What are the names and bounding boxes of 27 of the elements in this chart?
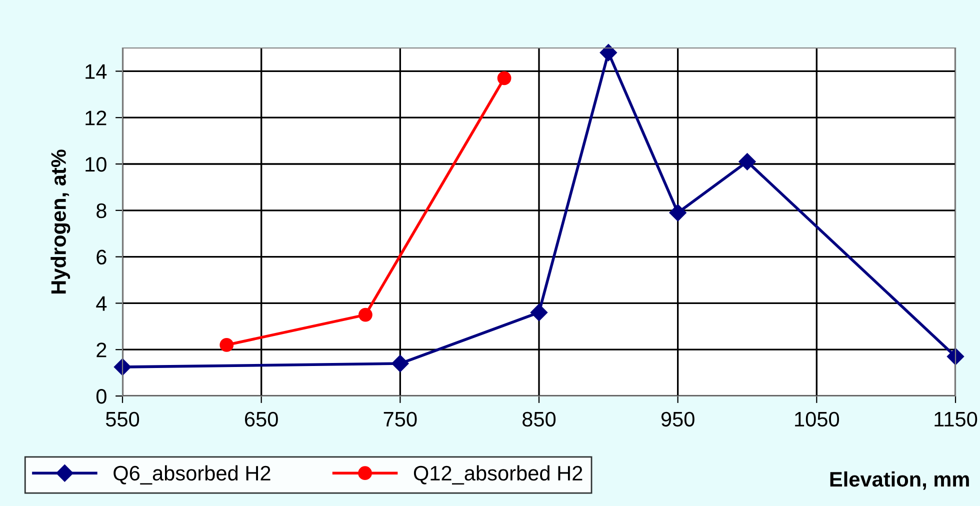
x-tick-label: 750	[384, 412, 417, 427]
y-tick-label: 2	[96, 342, 106, 358]
y-tick-label: 0	[96, 389, 106, 404]
legend-label: Q6_absorbed H2	[114, 465, 270, 485]
point	[530, 304, 548, 322]
x-tick-label: 950	[661, 412, 694, 427]
point	[392, 354, 409, 372]
y-tick-label: 10	[86, 157, 106, 172]
y-tick-label: 12	[86, 110, 106, 126]
point	[669, 204, 686, 222]
y-axis-title: Hydrogen, at%	[50, 150, 70, 294]
x-tick-label: 550	[106, 412, 140, 427]
y-tick-label: 6	[96, 250, 106, 265]
point	[738, 153, 756, 170]
point	[600, 44, 617, 62]
y-tick-label: 4	[96, 296, 107, 311]
y-tick-label: 14	[86, 64, 107, 79]
x-axis-title: Elevation, mm	[830, 471, 969, 490]
point	[220, 338, 234, 352]
legend-label: Q12_absorbed H2	[414, 465, 582, 485]
y-tick-label: 8	[96, 203, 106, 218]
x-tick-label: 1050	[795, 412, 840, 427]
x-tick-label: 1150	[934, 412, 978, 427]
point	[358, 308, 372, 322]
point	[497, 71, 512, 86]
x-tick-label: 850	[522, 412, 556, 427]
x-tick-label: 650	[245, 412, 278, 427]
